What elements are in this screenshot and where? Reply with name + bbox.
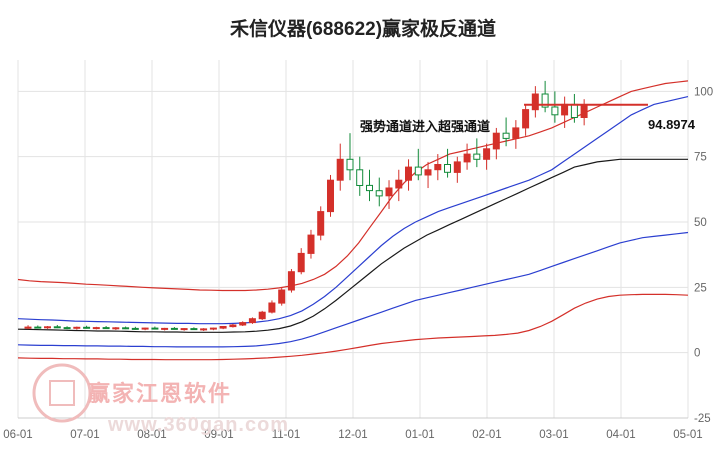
x-axis-tick: 04-01: [606, 429, 635, 441]
candlestick: [190, 327, 198, 331]
candlestick: [209, 327, 217, 331]
candlestick: [395, 169, 403, 202]
candlestick: [122, 326, 130, 330]
candlestick: [63, 326, 71, 330]
x-axis-tick: 06-01: [3, 429, 32, 441]
candlestick: [268, 300, 276, 314]
candlestick: [317, 206, 325, 241]
candlestick: [92, 326, 100, 330]
candlestick: [356, 156, 364, 196]
candlestick: [307, 229, 315, 259]
x-axis-tick: 01-01: [405, 429, 434, 441]
candlestick: [366, 169, 373, 202]
candlestick: [327, 174, 334, 217]
candlestick: [336, 143, 344, 191]
x-axis-tick: 09-01: [204, 429, 233, 441]
candlestick: [239, 321, 247, 327]
channel-line: [17, 293, 689, 361]
candlestick: [151, 326, 159, 330]
candlestick: [44, 326, 51, 329]
candlestick: [444, 148, 451, 178]
x-axis-tick: 08-01: [137, 429, 166, 441]
candlestick: [248, 317, 256, 324]
candlestick: [34, 325, 42, 329]
candlestick: [73, 326, 81, 330]
channel-line: [17, 231, 689, 348]
candlestick: [102, 326, 110, 330]
candlestick: [297, 248, 305, 275]
y-axis-tick: 50: [694, 217, 707, 229]
candlestick: [278, 287, 286, 306]
candlestick: [463, 143, 471, 170]
x-axis-tick: 05-01: [673, 429, 702, 441]
y-axis-tick: 75: [694, 152, 707, 164]
candlestick: [180, 328, 188, 331]
candlestick: [414, 148, 422, 181]
channel-annotation-label: 强势通道进入超强通道: [360, 119, 491, 134]
candlestick: [434, 154, 442, 181]
candlestick: [580, 99, 588, 126]
candlestick: [141, 327, 149, 331]
candlestick: [200, 328, 208, 331]
y-axis-tick: 100: [694, 86, 713, 98]
watermark-site: www.360gan.com: [108, 414, 290, 436]
candlestick: [522, 104, 530, 136]
candlestick: [287, 269, 295, 293]
channel-line: [17, 158, 688, 333]
x-axis-tick: 12-01: [338, 429, 367, 441]
candlestick: [385, 180, 393, 209]
y-axis-tick: 0: [694, 348, 700, 360]
candlestick: [541, 80, 549, 113]
candlestick: [424, 161, 432, 189]
x-axis-tick: 03-01: [539, 429, 568, 441]
candlestick: [24, 325, 32, 330]
y-axis-tick: 25: [694, 282, 707, 294]
watermark-brand: 赢家江恩软件: [88, 381, 233, 406]
current-price-label: 94.8974: [648, 117, 695, 132]
page-title: 禾信仪器(688622)赢家极反通道: [229, 19, 497, 40]
candlestick: [512, 120, 520, 149]
candlestick: [346, 133, 354, 181]
candlestick: [170, 327, 178, 330]
candlestick: [453, 156, 461, 183]
x-axis-tick: 02-01: [472, 429, 501, 441]
candlestick: [161, 327, 169, 331]
candlestick: [112, 327, 120, 330]
x-axis-tick: 07-01: [70, 429, 99, 441]
candlestick: [405, 159, 412, 191]
candlestick: [531, 86, 539, 118]
candlestick: [473, 138, 481, 168]
candlestick: [492, 127, 500, 160]
candlestick: [53, 324, 61, 329]
watermark-seal-icon: [32, 363, 92, 423]
channel-line: [17, 96, 689, 325]
candlestick: [83, 325, 91, 329]
candlestick: [551, 91, 559, 123]
candlestick: [219, 326, 227, 330]
candlestick: [375, 177, 383, 207]
y-axis-tick: -25: [694, 413, 711, 425]
candlestick: [258, 310, 266, 321]
x-axis-tick: 11-01: [272, 429, 301, 441]
candlestick: [502, 117, 510, 147]
candlestick: [229, 323, 237, 328]
candlestick: [483, 143, 491, 170]
candlestick: [131, 326, 139, 330]
